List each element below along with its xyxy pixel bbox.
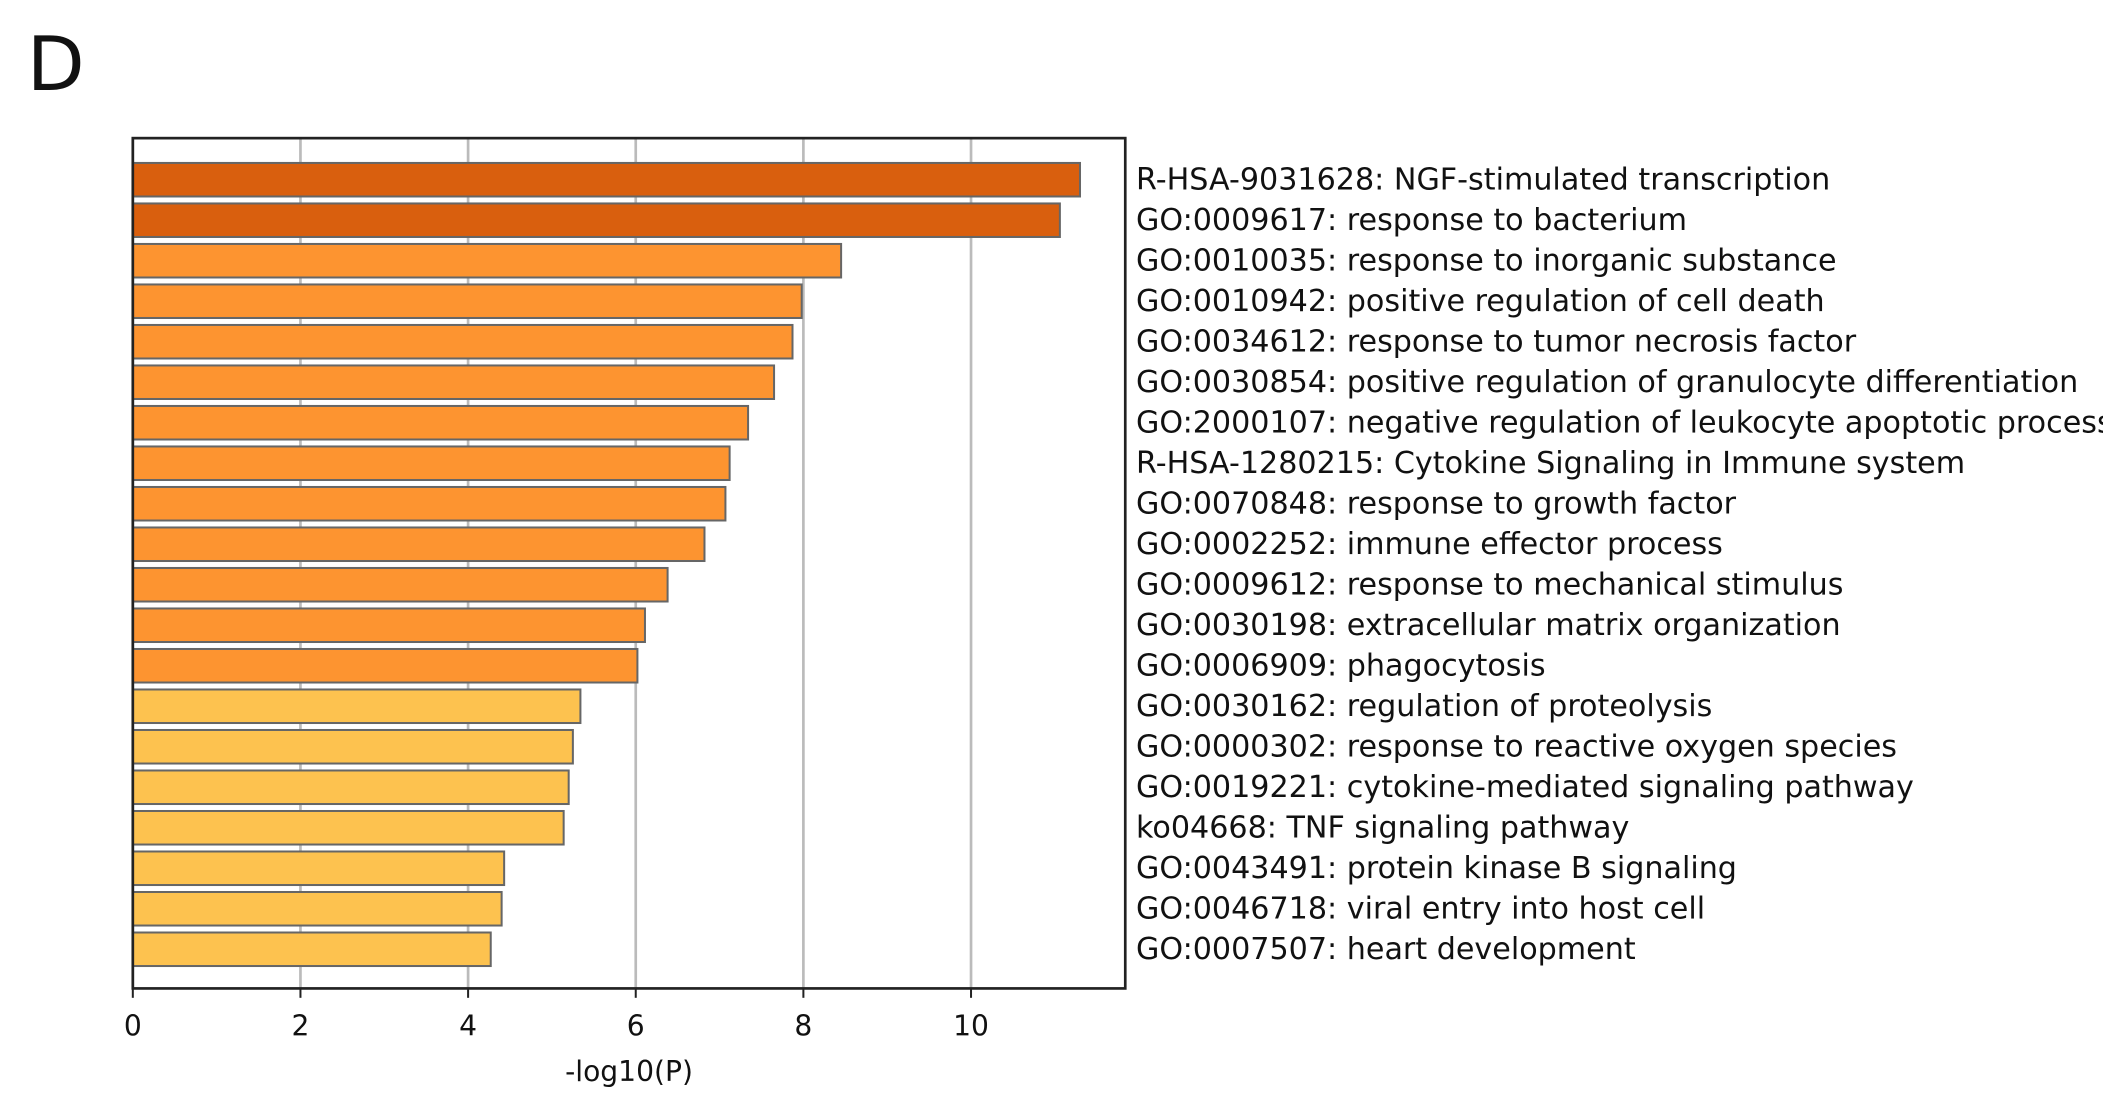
bar: [131, 445, 731, 482]
y-tick-label: GO:0046718: viral entry into host cell: [1136, 892, 1705, 927]
y-tick-label: GO:0019221: cytokine-mediated signaling …: [1136, 770, 1914, 805]
y-tick-label: GO:0006909: phagocytosis: [1136, 649, 1546, 684]
x-tick-label: 8: [794, 1009, 812, 1042]
bar: [131, 202, 1061, 238]
y-tick-label: GO:0030198: extracellular matrix organiz…: [1136, 608, 1841, 643]
y-tick-label: GO:0010035: response to inorganic substa…: [1136, 244, 1837, 279]
bar: [131, 404, 750, 441]
y-tick-label: GO:0030162: regulation of proteolysis: [1136, 689, 1712, 724]
x-tick-label: 4: [459, 1009, 477, 1042]
y-tick-label: GO:0009617: response to bacterium: [1136, 203, 1687, 238]
bar: [131, 161, 1082, 198]
y-tick-label: R-HSA-1280215: Cytokine Signaling in Imm…: [1136, 446, 1965, 481]
y-tick-label: GO:0000302: response to reactive oxygen …: [1136, 730, 1897, 765]
bar: [131, 364, 776, 400]
panel-label: D: [27, 20, 85, 108]
bar: [131, 728, 574, 765]
y-tick-label: GO:0009612: response to mechanical stimu…: [1136, 568, 1843, 603]
bar: [131, 688, 582, 725]
bar: [131, 485, 727, 522]
y-tick-label: GO:0002252: immune effector process: [1136, 527, 1723, 562]
bar: [131, 242, 843, 279]
plot-frame: [131, 136, 1127, 990]
x-tick-label: 2: [291, 1009, 309, 1042]
bar: [131, 526, 706, 563]
x-tick-label: 10: [953, 1009, 989, 1042]
y-tick-label: R-HSA-9031628: NGF-stimulated transcript…: [1136, 163, 1830, 198]
y-tick-label: GO:2000107: negative regulation of leuko…: [1136, 406, 2103, 441]
bar: [131, 323, 794, 360]
y-tick-label: GO:0070848: response to growth factor: [1136, 487, 1737, 522]
bar: [131, 769, 570, 806]
bar: [131, 931, 492, 968]
x-axis-label: -log10(P): [565, 1055, 693, 1088]
bar: [131, 566, 669, 603]
bar: [131, 283, 803, 319]
bar: [131, 850, 506, 887]
y-tick-label: GO:0007507: heart development: [1136, 932, 1636, 967]
y-tick-label: ko04668: TNF signaling pathway: [1136, 811, 1629, 846]
y-tick-label: GO:0034612: response to tumor necrosis f…: [1136, 325, 1857, 360]
y-tick-label: GO:0010942: positive regulation of cell …: [1136, 284, 1825, 319]
bar: [131, 607, 646, 644]
y-tick-label: GO:0030854: positive regulation of granu…: [1136, 365, 2078, 400]
bar: [131, 647, 639, 684]
bar: [131, 890, 503, 927]
x-tick-label: 0: [124, 1009, 142, 1042]
y-tick-label: GO:0043491: protein kinase B signaling: [1136, 851, 1737, 886]
bar: [131, 809, 565, 846]
x-tick-label: 6: [627, 1009, 645, 1042]
